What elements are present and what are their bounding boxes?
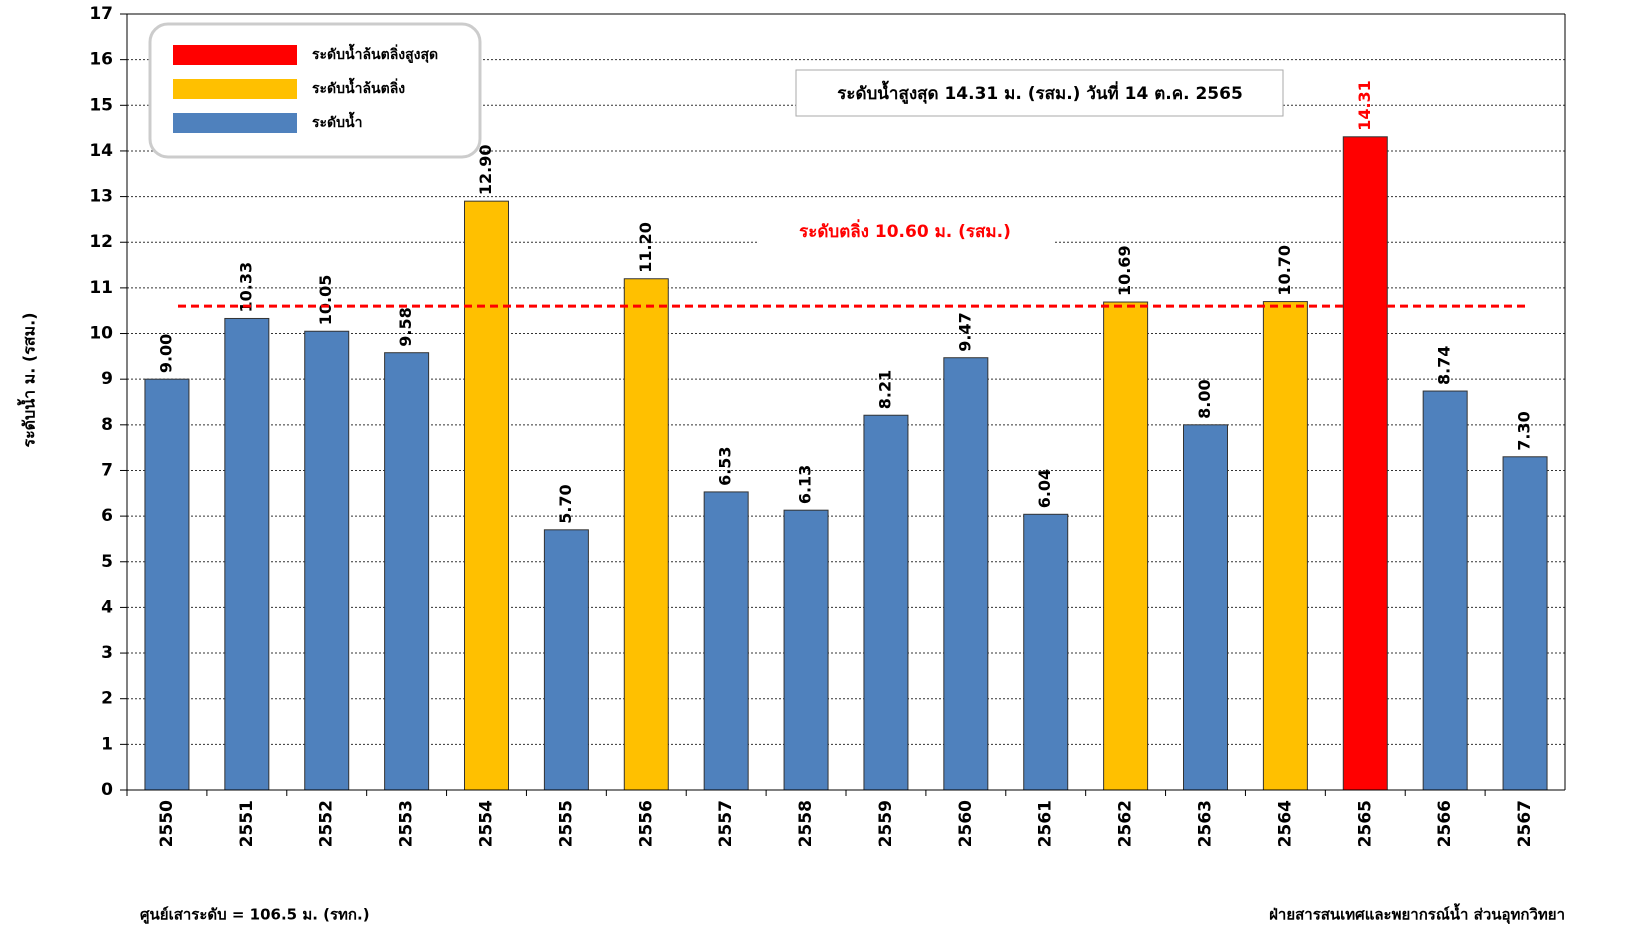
bar [464,200,509,791]
annotation-box [795,69,1284,117]
y-tick-label: 8 [101,415,113,435]
x-tick-label: 2562 [1116,800,1136,847]
annotation: ระดับน้ำสูงสุด 14.31 ม. (รสม.) วันที่ 14… [837,80,1243,105]
y-tick-label: 4 [101,597,113,617]
y-tick-label: 3 [101,643,113,663]
x-tick-label: 2567 [1515,800,1535,847]
footer-right: ฝ่ายสารสนเทศและพยากรณ์น้ำ ส่วนอุทกวิทยา [1269,903,1565,925]
y-tick-label: 11 [89,278,113,298]
y-tick-label: 14 [89,141,113,161]
y-tick-label: 12 [89,232,113,252]
threshold-label-bg [757,218,1053,246]
value-label: 12.90 [476,145,495,196]
legend-label: ระดับน้ำ [312,111,362,131]
value-label: 10.33 [236,262,255,313]
value-label: 6.04 [1035,469,1054,508]
x-tick-label: 2552 [317,800,337,847]
value-label: 6.53 [716,446,735,485]
value-label: 9.58 [396,307,415,346]
bar [863,414,909,791]
x-tick-label: 2565 [1355,800,1375,847]
x-tick-label: 2553 [397,800,417,847]
value-label: 8.21 [875,370,894,409]
bar [224,317,270,791]
legend-swatch [173,79,297,99]
x-tick-label: 2561 [1036,800,1056,847]
x-tick-label: 2556 [636,800,656,847]
bar [1183,424,1228,791]
legend-swatch [173,45,297,65]
value-label: 9.00 [156,334,175,373]
bar [1023,513,1069,791]
y-tick-label: 9 [101,369,113,389]
x-tick-label: 2564 [1275,800,1295,847]
y-tick-label: 1 [101,734,113,754]
legend-label: ระดับน้ำล้นตลิ่ง [312,77,405,97]
x-tick-label: 2555 [556,800,576,847]
legend-swatch [173,113,297,133]
y-tick-label: 2 [101,689,113,709]
y-tick-label: 5 [101,552,113,572]
x-tick-label: 2557 [716,800,736,847]
x-tick-label: 2551 [237,800,257,847]
y-tick-label: 17 [89,4,113,24]
value-label: 7.30 [1515,411,1534,450]
y-axis-label: ระดับน้ำ ม. (รสม.) [17,312,39,447]
value-label: 14.31 [1355,80,1374,131]
value-label: 10.05 [316,275,335,326]
value-label: 8.00 [1195,379,1214,418]
bar [783,509,829,791]
value-label: 8.74 [1435,346,1454,385]
bar [304,330,350,791]
value-label: 10.69 [1115,245,1134,296]
x-tick-label: 2560 [956,800,976,847]
y-tick-label: 15 [89,95,113,115]
bar [1103,301,1149,791]
threshold-label: ระดับตลิ่ง 10.60 ม. (รสม.) [799,219,1011,242]
legend-label: ระดับน้ำล้นตลิ่งสูงสุด [312,43,438,63]
y-tick-label: 7 [101,460,113,480]
y-tick-label: 10 [89,324,113,344]
value-label: 10.70 [1275,245,1294,296]
x-tick-label: 2554 [477,800,497,847]
y-tick-label: 6 [101,506,113,526]
bar [1502,456,1548,791]
y-tick-label: 16 [89,50,113,70]
value-label: 5.70 [556,484,575,523]
value-label: 6.13 [796,465,815,504]
bar [943,357,989,791]
bar [543,529,589,791]
value-label: 9.47 [955,312,974,351]
bar [1262,301,1308,791]
x-tick-label: 2558 [796,800,816,847]
footer-left: ศูนย์เสาระดับ = 106.5 ม. (รทก.) [140,906,370,925]
bar [1422,390,1468,791]
bar [703,491,749,791]
x-tick-label: 2566 [1435,800,1455,847]
bar [1342,136,1388,791]
bar [144,378,190,791]
bar [384,352,430,791]
y-tick-label: 0 [101,780,113,800]
x-tick-label: 2559 [876,800,896,847]
x-tick-label: 2550 [157,800,177,847]
x-tick-label: 2563 [1196,800,1216,847]
value-label: 11.20 [636,222,655,273]
bar [623,278,669,791]
y-tick-label: 13 [89,187,113,207]
